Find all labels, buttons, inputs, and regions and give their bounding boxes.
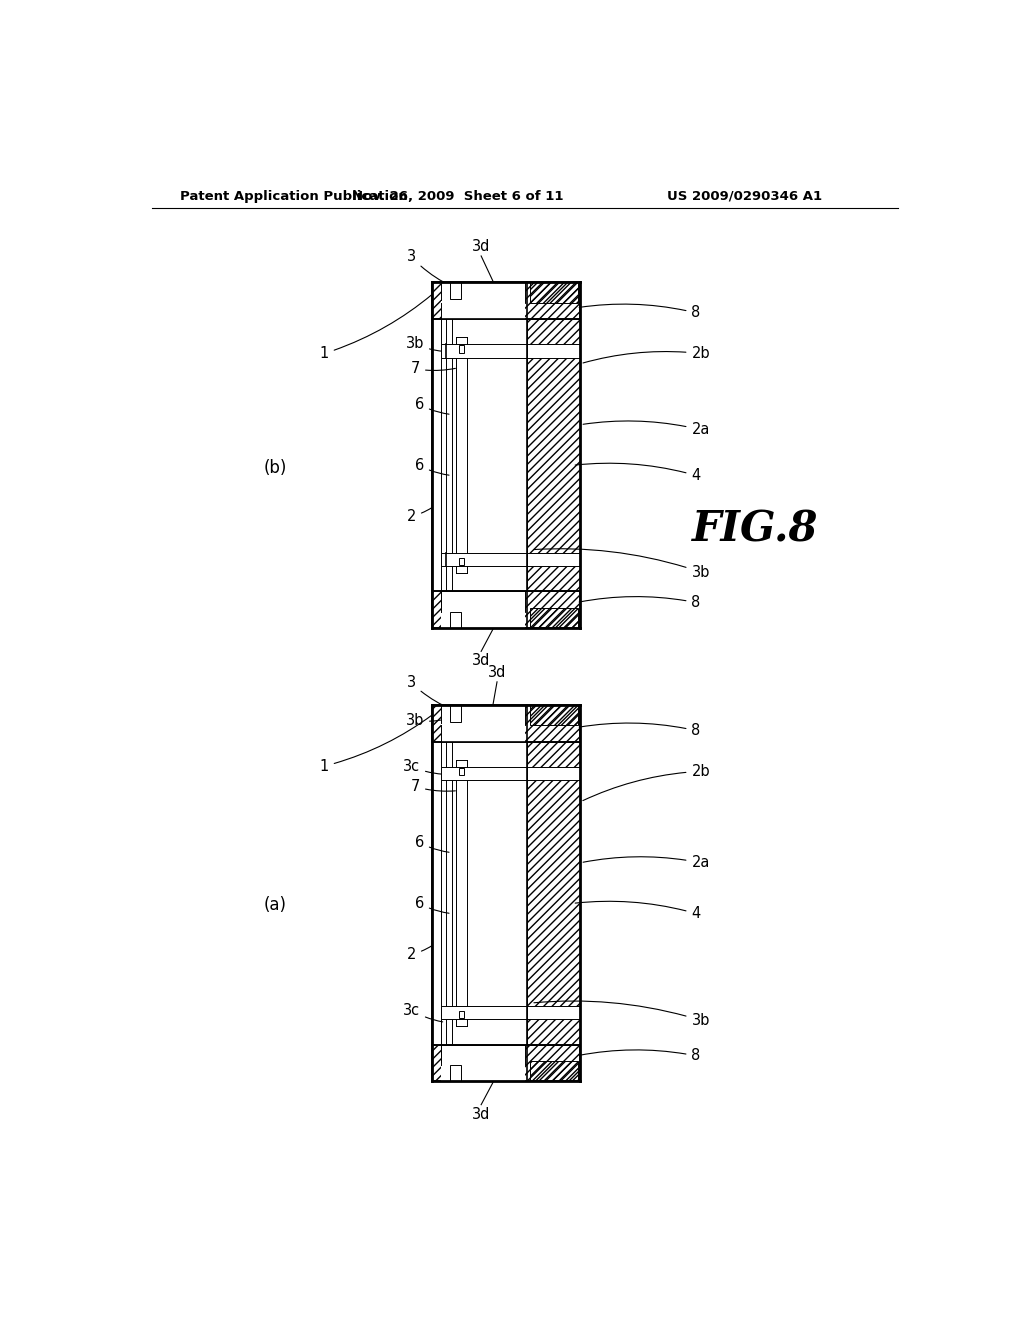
Text: 2a: 2a xyxy=(583,421,710,437)
Text: 2a: 2a xyxy=(583,855,710,870)
Polygon shape xyxy=(451,282,462,298)
Text: 6: 6 xyxy=(415,836,450,853)
Polygon shape xyxy=(441,705,524,726)
Polygon shape xyxy=(441,767,581,780)
Text: Patent Application Publication: Patent Application Publication xyxy=(179,190,408,202)
Text: 3d: 3d xyxy=(472,239,490,253)
Text: 6: 6 xyxy=(415,397,450,414)
Text: 8: 8 xyxy=(580,723,700,738)
Text: 6: 6 xyxy=(415,896,450,913)
Polygon shape xyxy=(459,768,464,775)
Text: 8: 8 xyxy=(580,304,700,321)
Polygon shape xyxy=(441,1044,524,1065)
Text: 4: 4 xyxy=(575,463,700,483)
Text: FIG.8: FIG.8 xyxy=(691,508,818,550)
Text: (b): (b) xyxy=(263,459,287,478)
Text: 3: 3 xyxy=(407,249,452,286)
Text: 4: 4 xyxy=(575,902,700,921)
Polygon shape xyxy=(451,1065,462,1081)
Polygon shape xyxy=(451,611,462,628)
Text: 2b: 2b xyxy=(583,764,710,801)
Text: 8: 8 xyxy=(580,595,700,610)
Text: 2: 2 xyxy=(407,945,432,962)
Text: 1: 1 xyxy=(319,715,432,774)
Text: 8: 8 xyxy=(580,1048,700,1064)
Polygon shape xyxy=(441,610,524,628)
Text: 3d: 3d xyxy=(487,665,506,680)
Text: (a): (a) xyxy=(263,896,287,915)
Polygon shape xyxy=(441,1006,581,1019)
Text: US 2009/0290346 A1: US 2009/0290346 A1 xyxy=(668,190,822,202)
Text: 1: 1 xyxy=(319,294,432,362)
Text: 3b: 3b xyxy=(534,549,710,579)
Text: Nov. 26, 2009  Sheet 6 of 11: Nov. 26, 2009 Sheet 6 of 11 xyxy=(351,190,563,202)
Polygon shape xyxy=(459,1011,464,1018)
Text: 6: 6 xyxy=(415,458,450,475)
Text: 2: 2 xyxy=(407,508,432,524)
Text: 3c: 3c xyxy=(402,759,442,775)
Text: 3d: 3d xyxy=(472,653,490,668)
Text: 7: 7 xyxy=(411,779,456,795)
Text: 3b: 3b xyxy=(406,335,442,351)
Polygon shape xyxy=(441,345,581,358)
Text: 7: 7 xyxy=(411,362,456,376)
Text: 3d: 3d xyxy=(472,1106,490,1122)
Polygon shape xyxy=(441,723,524,742)
Text: 3: 3 xyxy=(407,676,452,709)
Polygon shape xyxy=(441,1063,524,1081)
Polygon shape xyxy=(441,591,524,611)
Polygon shape xyxy=(451,705,462,722)
Polygon shape xyxy=(459,558,464,565)
Text: 2b: 2b xyxy=(583,346,710,363)
Polygon shape xyxy=(441,301,524,319)
Text: 3b: 3b xyxy=(406,713,452,727)
Text: 3c: 3c xyxy=(402,1003,442,1022)
Polygon shape xyxy=(459,346,464,352)
Polygon shape xyxy=(441,553,581,566)
Text: 3b: 3b xyxy=(534,1001,710,1028)
Polygon shape xyxy=(441,282,524,302)
